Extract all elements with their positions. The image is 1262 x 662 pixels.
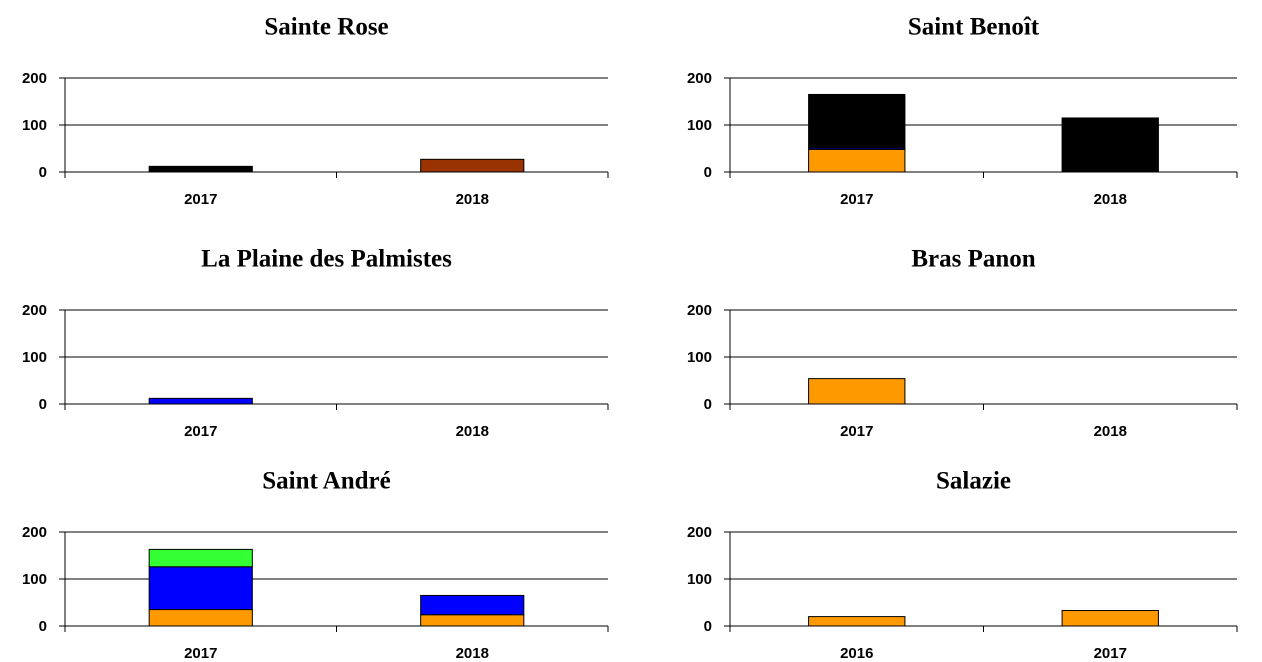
y-tick-label: 0: [704, 618, 712, 635]
x-tick-label: 2018: [456, 423, 489, 440]
y-tick-label: 200: [687, 524, 712, 541]
x-tick-label: 2017: [184, 645, 217, 662]
y-tick-label: 100: [687, 349, 712, 366]
x-tick-label: 2016: [840, 645, 873, 662]
y-tick-label: 100: [22, 349, 47, 366]
y-tick-label: 200: [22, 302, 47, 319]
bar-segment: [1061, 117, 1159, 173]
y-tick-label: 200: [687, 302, 712, 319]
chart-title: La Plaine des Palmistes: [201, 246, 452, 273]
bar-segment: [148, 397, 253, 405]
chart-title: Salazie: [936, 468, 1011, 495]
y-tick-label: 0: [39, 396, 47, 413]
chart-title: Saint André: [262, 468, 391, 495]
y-tick-label: 0: [39, 164, 47, 181]
x-tick-label: 2017: [184, 423, 217, 440]
y-tick-label: 0: [704, 396, 712, 413]
bar-segment: [808, 616, 906, 627]
chart-title: Sainte Rose: [264, 14, 388, 41]
chart-title: Saint Benoît: [908, 14, 1040, 41]
y-tick-label: 100: [687, 571, 712, 588]
bar-segment: [148, 609, 253, 627]
y-tick-label: 100: [687, 117, 712, 134]
x-tick-label: 2018: [456, 191, 489, 208]
y-tick-label: 200: [22, 70, 47, 87]
x-tick-label: 2017: [184, 191, 217, 208]
y-tick-label: 100: [22, 117, 47, 134]
y-tick-label: 0: [39, 618, 47, 635]
bar-segment: [148, 165, 253, 173]
x-tick-label: 2018: [456, 645, 489, 662]
bar-segment: [420, 158, 525, 173]
y-tick-label: 0: [704, 164, 712, 181]
bar-segment: [148, 566, 253, 611]
x-tick-label: 2018: [1094, 191, 1127, 208]
chart-title: Bras Panon: [911, 246, 1035, 273]
x-tick-label: 2018: [1094, 423, 1127, 440]
x-tick-label: 2017: [1094, 645, 1127, 662]
y-tick-label: 200: [22, 524, 47, 541]
x-tick-label: 2017: [840, 423, 873, 440]
bar-segment: [420, 594, 525, 616]
bar-segment: [1061, 609, 1159, 627]
bar-segment: [808, 93, 906, 149]
bar-segment: [420, 614, 525, 627]
bar-segment: [808, 378, 906, 405]
x-tick-label: 2017: [840, 191, 873, 208]
y-tick-label: 200: [687, 70, 712, 87]
bar-segment: [148, 548, 253, 568]
y-tick-label: 100: [22, 571, 47, 588]
bar-segment: [808, 148, 906, 173]
